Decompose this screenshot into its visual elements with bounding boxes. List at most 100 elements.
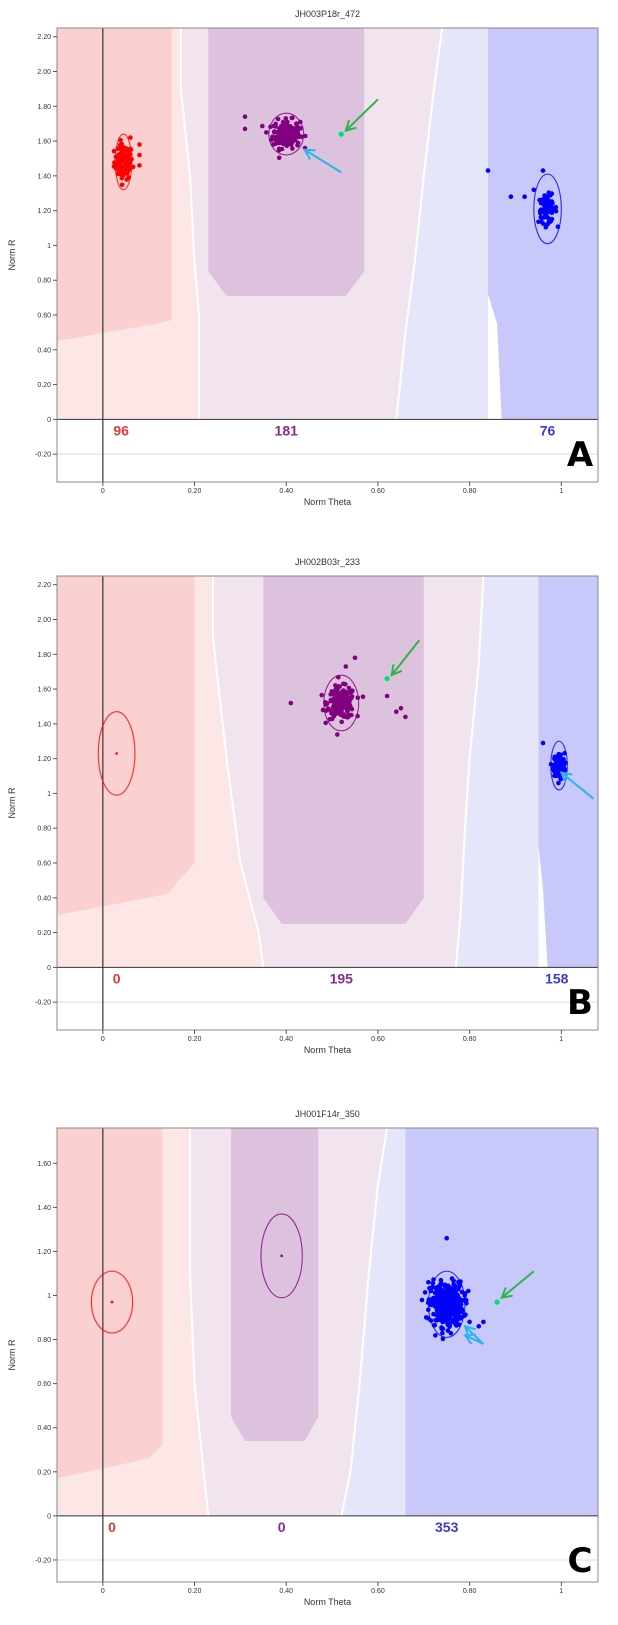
highlighted-sample-point: [384, 676, 390, 682]
data-point: [543, 214, 548, 220]
data-point: [331, 704, 337, 709]
y-tick-label: 1: [47, 791, 51, 798]
cluster-region: [57, 576, 264, 968]
data-point: [126, 165, 131, 171]
data-point: [426, 1307, 431, 1313]
data-point: [290, 115, 295, 121]
data-point: [437, 1307, 442, 1312]
y-tick-label: 0: [47, 965, 51, 972]
cluster-center-point: [280, 1254, 283, 1258]
cluster-points: [288, 655, 408, 737]
y-tick-label: 1.40: [37, 1205, 51, 1212]
cluster-region: [396, 28, 488, 420]
chart-title: JH003P18r_472: [295, 9, 360, 19]
data-point: [545, 199, 551, 204]
data-point: [273, 135, 279, 140]
x-tick-label: 1: [559, 488, 563, 495]
highlighted-sample-point: [338, 131, 344, 137]
data-point: [438, 1277, 444, 1283]
genotype-plot-b: JH002B03r_233 0 195 158 -0.20 0 0.20 0.40 0.60 0.…: [7, 557, 599, 1055]
data-point: [444, 1285, 449, 1290]
data-point: [562, 750, 567, 756]
y-tick-label: 1.80: [37, 652, 51, 659]
cluster-count-label: 353: [435, 1519, 459, 1535]
data-point: [118, 137, 123, 143]
cluster-ellipse: [533, 173, 562, 245]
data-point: [325, 706, 331, 711]
data-point: [449, 1307, 455, 1312]
outlier-point: [540, 740, 546, 746]
data-point: [430, 1302, 436, 1308]
chart-title: JH001F14r_350: [295, 1109, 360, 1119]
outlier-point: [508, 194, 514, 199]
outlier-point: [522, 194, 527, 199]
data-point: [329, 716, 335, 722]
cluster-region: [57, 28, 172, 342]
y-tick-label: 2.20: [37, 34, 51, 41]
data-point: [128, 152, 133, 157]
annotation-arrow: [463, 1333, 484, 1345]
cluster-region: [538, 576, 598, 968]
data-point: [295, 143, 300, 148]
data-point: [290, 128, 296, 134]
cluster-count-label: 158: [545, 970, 569, 986]
y-tick-label: -0.20: [35, 452, 51, 459]
data-point: [333, 709, 338, 715]
data-point: [431, 1311, 436, 1317]
data-point: [538, 200, 544, 206]
outlier-point: [540, 168, 546, 173]
panel-label: A: [567, 435, 594, 475]
x-tick-label: 0: [101, 1036, 105, 1043]
annotation-arrow: [500, 1270, 535, 1300]
cluster-boundary: [454, 576, 485, 968]
cluster-count-label: 181: [275, 422, 299, 438]
data-point: [451, 1278, 456, 1283]
data-point: [293, 133, 298, 139]
outlier-point: [426, 1280, 431, 1285]
count-strip: [57, 1515, 598, 1582]
cluster-boundary: [340, 1128, 389, 1517]
data-point: [129, 156, 134, 162]
cluster-region: [57, 28, 200, 420]
x-tick-label: 0.20: [188, 1588, 202, 1595]
cluster-region: [405, 1128, 598, 1516]
chart-panel-b: JH002B03r_233 0 195 158 -0.20 0 0.20 0.40 0.60 0.…: [0, 548, 618, 1068]
outlier-point: [398, 705, 404, 711]
data-point: [114, 166, 119, 172]
outlier-point: [242, 126, 248, 132]
data-point: [456, 1322, 462, 1327]
y-tick-label: 0.80: [37, 278, 51, 285]
data-point: [448, 1288, 454, 1293]
plot-area: [57, 1128, 598, 1582]
cluster-region: [57, 576, 195, 916]
data-point: [339, 697, 345, 703]
cluster-boundary: [395, 28, 444, 420]
y-tick-label: 1.60: [37, 139, 51, 146]
data-point: [435, 1297, 440, 1303]
data-point: [278, 133, 284, 139]
data-point: [283, 140, 289, 145]
panel-label: C: [568, 1541, 593, 1581]
y-tick-label: -0.20: [35, 1557, 51, 1564]
cluster-region: [57, 1128, 163, 1479]
y-tick-label: 0.40: [37, 1425, 51, 1432]
highlighted-sample-point: [494, 1299, 500, 1305]
data-point: [298, 119, 303, 125]
data-point: [117, 142, 123, 148]
outlier-point: [467, 1319, 472, 1325]
y-tick-label: 0.20: [37, 930, 51, 937]
outlier-point: [352, 655, 358, 661]
data-point: [289, 140, 295, 145]
data-point: [323, 700, 328, 705]
data-point: [295, 129, 301, 135]
y-tick-label: 0.80: [37, 826, 51, 833]
data-point: [282, 121, 288, 126]
y-axis-title: Norm R: [7, 1339, 17, 1370]
data-point: [547, 219, 553, 225]
data-point: [558, 752, 563, 757]
annotation-arrow: [344, 98, 379, 133]
data-point: [434, 1286, 440, 1292]
data-point: [111, 148, 117, 154]
outlier-point: [444, 1235, 450, 1241]
cluster-center-point: [115, 752, 118, 755]
